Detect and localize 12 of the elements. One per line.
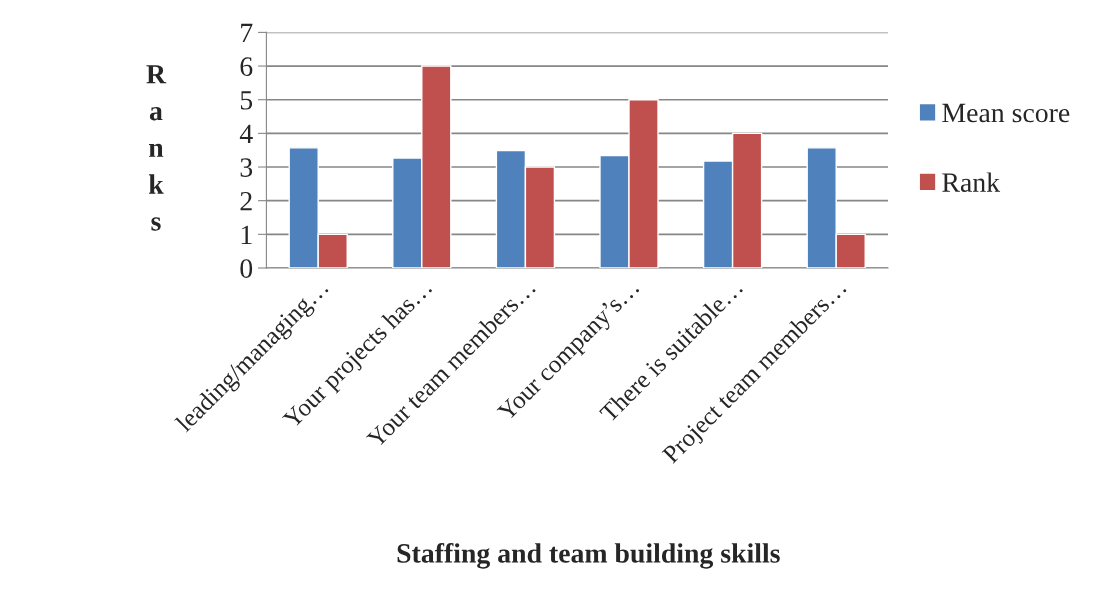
y-tick-label: 0 bbox=[240, 259, 253, 278]
legend-label: Mean score bbox=[942, 103, 1070, 123]
legend-label: Rank bbox=[942, 172, 1001, 192]
y-tick-label: 2 bbox=[240, 191, 252, 211]
y-tick-label: 4 bbox=[239, 124, 253, 143]
y-tick-label: 7 bbox=[241, 23, 253, 43]
y-tick-label: 6 bbox=[240, 57, 253, 76]
x-axis-title: Staffing and team building skills bbox=[397, 542, 780, 569]
y-tick-label: 3 bbox=[240, 158, 253, 177]
y-tick-label: 5 bbox=[240, 91, 253, 110]
y-tick-label: 1 bbox=[241, 225, 252, 244]
y-axis-title: Ranks bbox=[146, 65, 167, 231]
